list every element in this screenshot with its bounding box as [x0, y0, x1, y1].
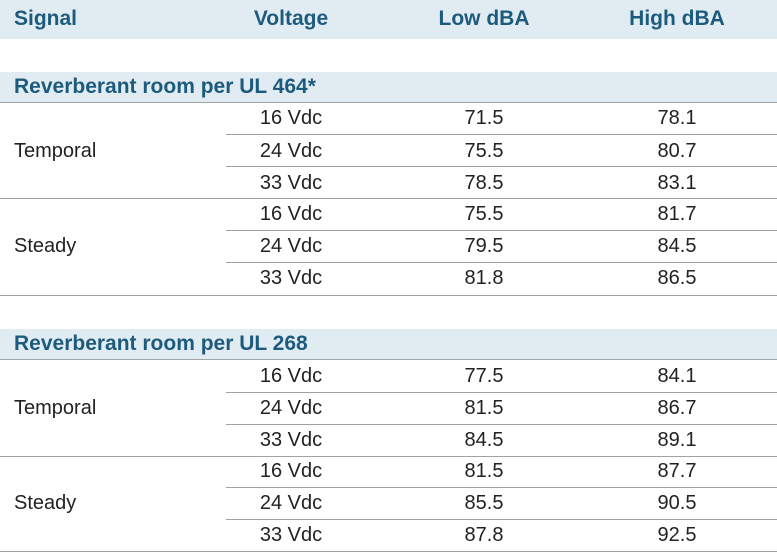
low-dba-cell: 78.5 [464, 172, 504, 194]
divider [0, 359, 777, 360]
divider [0, 551, 777, 552]
voltage-cell: 16 Vdc [259, 365, 323, 387]
low-dba-cell: 75.5 [464, 203, 504, 225]
divider [226, 166, 777, 167]
divider [0, 198, 777, 199]
high-dba-cell: 83.1 [657, 172, 697, 194]
header-low-dba: Low dBA [438, 7, 530, 30]
divider [0, 456, 777, 457]
header-voltage: Voltage [253, 7, 329, 30]
voltage-cell: 16 Vdc [259, 203, 323, 225]
header-high-dba: High dBA [629, 7, 725, 30]
section-title: Reverberant room per UL 464* [14, 75, 316, 98]
low-dba-cell: 79.5 [464, 235, 504, 257]
voltage-cell: 24 Vdc [259, 397, 323, 419]
high-dba-cell: 90.5 [657, 492, 697, 514]
high-dba-cell: 80.7 [657, 140, 697, 162]
signal-label: Steady [14, 235, 77, 257]
signal-label: Steady [14, 492, 77, 514]
high-dba-cell: 92.5 [657, 524, 697, 546]
high-dba-cell: 86.5 [657, 267, 697, 289]
divider [226, 262, 777, 263]
voltage-cell: 24 Vdc [259, 492, 323, 514]
low-dba-cell: 71.5 [464, 107, 504, 129]
high-dba-cell: 87.7 [657, 460, 697, 482]
divider [226, 487, 777, 488]
voltage-cell: 33 Vdc [259, 172, 323, 194]
voltage-cell: 16 Vdc [259, 107, 323, 129]
signal-label: Temporal [14, 140, 97, 162]
divider [226, 519, 777, 520]
divider [226, 424, 777, 425]
low-dba-cell: 85.5 [464, 492, 504, 514]
section-header: Reverberant room per UL 464* [0, 72, 777, 102]
low-dba-cell: 81.8 [464, 267, 504, 289]
low-dba-cell: 77.5 [464, 365, 504, 387]
section-header: Reverberant room per UL 268 [0, 329, 777, 359]
header-signal: Signal [14, 7, 78, 30]
high-dba-cell: 81.7 [657, 203, 697, 225]
low-dba-cell: 81.5 [464, 397, 504, 419]
voltage-cell: 24 Vdc [259, 235, 323, 257]
table-header: Signal Voltage Low dBA High dBA [0, 0, 777, 39]
section-title: Reverberant room per UL 268 [14, 332, 308, 355]
low-dba-cell: 75.5 [464, 140, 504, 162]
low-dba-cell: 81.5 [464, 460, 504, 482]
high-dba-cell: 89.1 [657, 429, 697, 451]
voltage-cell: 33 Vdc [259, 267, 323, 289]
low-dba-cell: 84.5 [464, 429, 504, 451]
high-dba-cell: 78.1 [657, 107, 697, 129]
high-dba-cell: 84.1 [657, 365, 697, 387]
voltage-cell: 33 Vdc [259, 524, 323, 546]
signal-label: Temporal [14, 397, 97, 419]
high-dba-cell: 84.5 [657, 235, 697, 257]
low-dba-cell: 87.8 [464, 524, 504, 546]
voltage-cell: 16 Vdc [259, 460, 323, 482]
voltage-cell: 33 Vdc [259, 429, 323, 451]
divider [0, 295, 777, 296]
high-dba-cell: 86.7 [657, 397, 697, 419]
divider [226, 392, 777, 393]
divider [226, 230, 777, 231]
divider [0, 102, 777, 103]
divider [226, 134, 777, 135]
voltage-cell: 24 Vdc [259, 140, 323, 162]
